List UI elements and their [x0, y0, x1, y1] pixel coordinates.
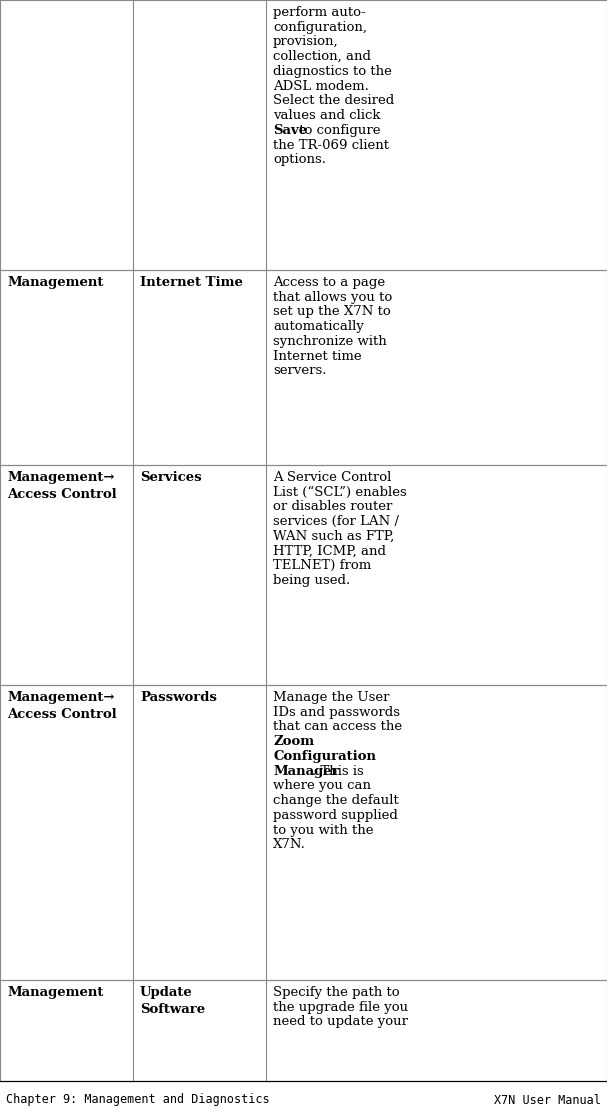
Text: WAN such as FTP,: WAN such as FTP, [273, 530, 395, 543]
Text: where you can: where you can [273, 779, 371, 792]
Text: Passwords: Passwords [140, 692, 217, 704]
Text: X7N.: X7N. [273, 838, 306, 852]
Text: the TR-069 client: the TR-069 client [273, 139, 389, 151]
Text: Access to a page: Access to a page [273, 276, 385, 289]
Text: collection, and: collection, and [273, 50, 371, 63]
Text: automatically: automatically [273, 320, 364, 333]
Text: Update
Software: Update Software [140, 986, 205, 1016]
Text: being used.: being used. [273, 574, 350, 587]
Text: or disables router: or disables router [273, 500, 392, 514]
Text: password supplied: password supplied [273, 809, 398, 821]
Text: X7N User Manual: X7N User Manual [494, 1093, 601, 1107]
Text: perform auto-: perform auto- [273, 6, 365, 19]
Text: Configuration: Configuration [273, 750, 376, 763]
Text: Select the desired: Select the desired [273, 94, 395, 107]
Text: need to update your: need to update your [273, 1015, 408, 1028]
Text: diagnostics to the: diagnostics to the [273, 65, 392, 78]
Text: servers.: servers. [273, 365, 327, 377]
Text: Save: Save [273, 124, 307, 137]
Text: ADSL modem.: ADSL modem. [273, 79, 369, 93]
Text: Management: Management [7, 986, 103, 999]
Text: the upgrade file you: the upgrade file you [273, 1000, 408, 1014]
Text: A Service Control: A Service Control [273, 471, 392, 485]
Text: to you with the: to you with the [273, 824, 373, 837]
Text: provision,: provision, [273, 36, 339, 48]
Text: that can access the: that can access the [273, 721, 402, 733]
Text: Manage the User: Manage the User [273, 692, 390, 704]
Text: Management→
Access Control: Management→ Access Control [7, 471, 117, 501]
Text: services (for LAN /: services (for LAN / [273, 515, 399, 528]
Text: Management: Management [7, 276, 103, 289]
Text: configuration,: configuration, [273, 21, 367, 34]
Text: List (“SCL”) enables: List (“SCL”) enables [273, 486, 407, 499]
Text: to configure: to configure [295, 124, 381, 137]
Text: Internet time: Internet time [273, 349, 362, 363]
Text: synchronize with: synchronize with [273, 335, 387, 348]
Text: change the default: change the default [273, 794, 399, 807]
Text: Specify the path to: Specify the path to [273, 986, 399, 999]
Text: Internet Time: Internet Time [140, 276, 243, 289]
Text: TELNET) from: TELNET) from [273, 560, 371, 572]
Text: that allows you to: that allows you to [273, 291, 392, 303]
Text: Manager: Manager [273, 764, 339, 778]
Text: set up the X7N to: set up the X7N to [273, 305, 391, 319]
Text: values and click: values and click [273, 109, 381, 122]
Text: options.: options. [273, 153, 326, 167]
Text: IDs and passwords: IDs and passwords [273, 706, 400, 718]
Text: Zoom: Zoom [273, 735, 314, 749]
Text: Chapter 9: Management and Diagnostics: Chapter 9: Management and Diagnostics [6, 1093, 270, 1107]
Text: Services: Services [140, 471, 202, 485]
Text: HTTP, ICMP, and: HTTP, ICMP, and [273, 545, 386, 557]
Text: . This is: . This is [311, 764, 364, 778]
Text: Management→
Access Control: Management→ Access Control [7, 692, 117, 721]
